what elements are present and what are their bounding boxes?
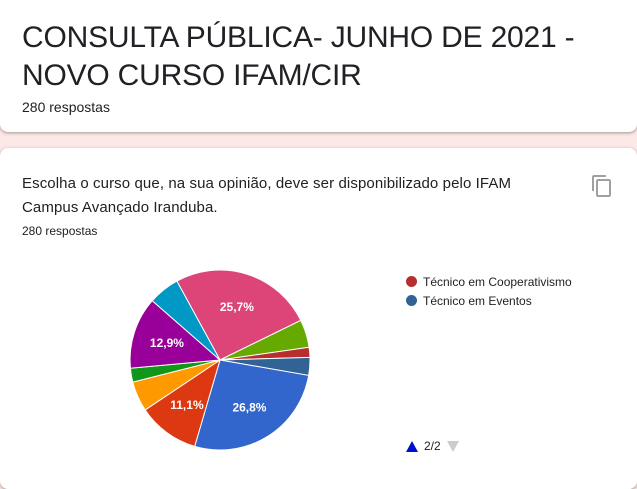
pie-slice-label: 11,1% bbox=[170, 398, 204, 412]
pie-slice[interactable] bbox=[151, 280, 221, 361]
question-response-count: 280 respostas bbox=[22, 224, 98, 238]
response-count: 280 respostas bbox=[22, 99, 110, 115]
pie-slice[interactable] bbox=[194, 359, 310, 451]
legend-swatch bbox=[406, 295, 417, 306]
chart-legend: Técnico em Cooperativismo Técnico em Eve… bbox=[406, 272, 572, 310]
pie-chart: 25,7% 26,8% 11,1% 12,9% bbox=[129, 269, 311, 451]
copy-icon[interactable] bbox=[590, 174, 614, 198]
pie-slice-label: 26,8% bbox=[232, 400, 266, 414]
question-card: Escolha o curso que, na sua opinião, dev… bbox=[0, 148, 637, 489]
pager-prev-icon[interactable] bbox=[406, 440, 418, 452]
pager-next-icon[interactable] bbox=[446, 440, 459, 452]
pie-slice-label: 25,7% bbox=[220, 300, 254, 314]
legend-label: Técnico em Cooperativismo bbox=[423, 274, 572, 289]
legend-item[interactable]: Técnico em Cooperativismo bbox=[406, 272, 572, 291]
legend-label: Técnico em Eventos bbox=[423, 293, 532, 308]
pie-slice[interactable] bbox=[129, 300, 222, 369]
form-header-card: CONSULTA PÚBLICA- JUNHO DE 2021 - NOVO C… bbox=[0, 0, 637, 132]
legend-pager: 2/2 bbox=[406, 439, 459, 453]
legend-swatch bbox=[406, 276, 417, 287]
copy-icon-graphic bbox=[592, 175, 611, 197]
pager-label: 2/2 bbox=[424, 439, 441, 453]
legend-item[interactable]: Técnico em Eventos bbox=[406, 291, 572, 310]
question-text: Escolha o curso que, na sua opinião, dev… bbox=[22, 175, 512, 216]
page-title: CONSULTA PÚBLICA- JUNHO DE 2021 - NOVO C… bbox=[22, 21, 575, 92]
pie-slice-label: 12,9% bbox=[150, 336, 184, 350]
